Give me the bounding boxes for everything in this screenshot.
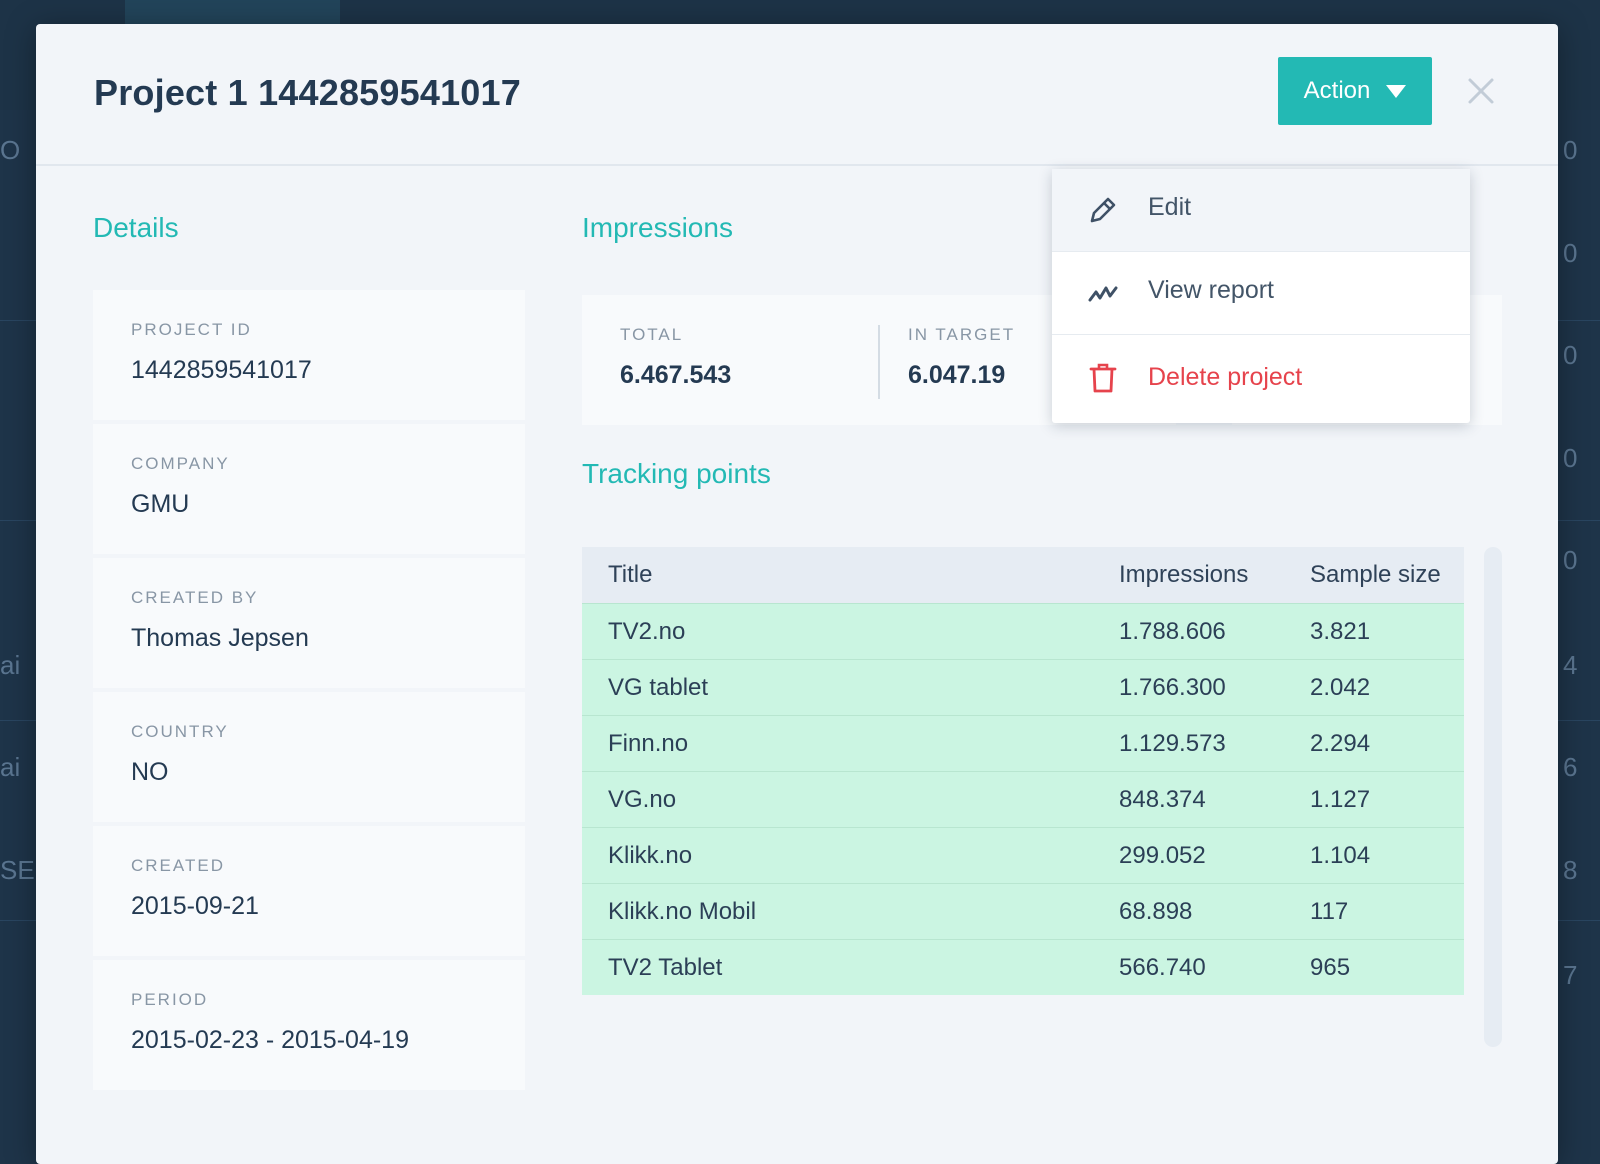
- cell-sample-size: 117: [1284, 883, 1464, 940]
- background-edge-text: 7: [1563, 960, 1578, 990]
- cell-impressions: 299.052: [1093, 827, 1284, 884]
- detail-card-country: COUNTRY NO: [93, 692, 525, 822]
- detail-label: CREATED: [131, 856, 225, 875]
- column-header-sample-size[interactable]: Sample size: [1284, 547, 1464, 604]
- pencil-icon: [1090, 197, 1116, 223]
- detail-card-company: COMPANY GMU: [93, 424, 525, 554]
- column-header-title[interactable]: Title: [582, 547, 1093, 604]
- in-target-value: 6.047.19: [908, 361, 1006, 389]
- caret-down-icon: [1386, 84, 1407, 98]
- detail-label: CREATED BY: [131, 588, 259, 607]
- cell-title: Klikk.no: [582, 827, 1093, 884]
- column-header-impressions[interactable]: Impressions: [1093, 547, 1284, 604]
- detail-card-project-id: PROJECT ID 1442859541017: [93, 290, 525, 420]
- close-button[interactable]: [1464, 74, 1498, 108]
- cell-sample-size: 2.042: [1284, 659, 1464, 716]
- detail-value: NO: [131, 758, 169, 786]
- table-header-row: Title Impressions Sample size: [582, 547, 1464, 604]
- background-active-tab: [125, 0, 340, 28]
- trash-icon: [1089, 363, 1117, 393]
- project-modal: Project 1 1442859541017 Action Details P…: [36, 24, 1558, 1164]
- cell-impressions: 1.788.606: [1093, 603, 1284, 660]
- background-edge-text: O: [0, 135, 21, 165]
- table-row[interactable]: VG tablet 1.766.300 2.042: [582, 659, 1464, 716]
- detail-label: COMPANY: [131, 454, 230, 473]
- background-edge-text: 0: [1563, 340, 1578, 370]
- action-dropdown-menu: Edit View report Delete project: [1052, 169, 1470, 423]
- cell-impressions: 1.129.573: [1093, 715, 1284, 772]
- cell-title: Klikk.no Mobil: [582, 883, 1093, 940]
- table-row[interactable]: Klikk.no 299.052 1.104: [582, 827, 1464, 884]
- menu-item-view-report[interactable]: View report: [1052, 252, 1470, 334]
- table-scrollbar[interactable]: [1484, 547, 1502, 1047]
- cell-impressions: 68.898: [1093, 883, 1284, 940]
- total-label: TOTAL: [620, 325, 684, 344]
- background-edge-text: SE: [0, 855, 35, 885]
- cell-impressions: 848.374: [1093, 771, 1284, 828]
- detail-label: PROJECT ID: [131, 320, 252, 339]
- close-icon: [1468, 78, 1494, 104]
- background-edge-text: 0: [1563, 135, 1578, 165]
- menu-item-delete-project[interactable]: Delete project: [1052, 335, 1470, 423]
- tracking-points-table: Title Impressions Sample size TV2.no 1.7…: [582, 547, 1464, 995]
- menu-item-label: View report: [1148, 276, 1274, 304]
- background-edge-text: 0: [1563, 545, 1578, 575]
- table-row[interactable]: TV2.no 1.788.606 3.821: [582, 603, 1464, 660]
- table-row[interactable]: VG.no 848.374 1.127: [582, 771, 1464, 828]
- background-edge-text: 6: [1563, 752, 1578, 782]
- cell-title: TV2 Tablet: [582, 939, 1093, 995]
- cell-title: VG.no: [582, 771, 1093, 828]
- table-row[interactable]: Klikk.no Mobil 68.898 117: [582, 883, 1464, 940]
- cell-title: VG tablet: [582, 659, 1093, 716]
- action-button-label: Action: [1303, 77, 1371, 104]
- table-row[interactable]: TV2 Tablet 566.740 965: [582, 939, 1464, 995]
- cell-sample-size: 2.294: [1284, 715, 1464, 772]
- impressions-heading: Impressions: [582, 212, 733, 243]
- trend-line-icon: [1088, 286, 1118, 302]
- menu-divider: [1052, 334, 1470, 335]
- menu-item-label: Delete project: [1148, 363, 1303, 391]
- tracking-points-table-wrap: Title Impressions Sample size TV2.no 1.7…: [582, 547, 1464, 995]
- detail-value: Thomas Jepsen: [131, 624, 309, 652]
- stat-divider: [878, 325, 880, 399]
- total-value: 6.467.543: [620, 361, 732, 389]
- cell-title: TV2.no: [582, 603, 1093, 660]
- modal-header: Project 1 1442859541017 Action: [36, 24, 1558, 166]
- tracking-points-heading: Tracking points: [582, 458, 771, 489]
- background-edge-text: 8: [1563, 855, 1578, 885]
- modal-title: Project 1 1442859541017: [94, 72, 521, 113]
- cell-sample-size: 1.127: [1284, 771, 1464, 828]
- table-row[interactable]: Finn.no 1.129.573 2.294: [582, 715, 1464, 772]
- detail-label: PERIOD: [131, 990, 209, 1009]
- detail-card-created-by: CREATED BY Thomas Jepsen: [93, 558, 525, 688]
- background-edge-text: 0: [1563, 238, 1578, 268]
- background-edge-text: 0: [1563, 443, 1578, 473]
- detail-card-created: CREATED 2015-09-21: [93, 826, 525, 956]
- background-edge-text: 4: [1563, 650, 1578, 680]
- cell-impressions: 1.766.300: [1093, 659, 1284, 716]
- menu-item-edit[interactable]: Edit: [1052, 169, 1470, 251]
- action-dropdown-button[interactable]: Action: [1278, 57, 1432, 125]
- detail-card-period: PERIOD 2015-02-23 - 2015-04-19: [93, 960, 525, 1090]
- cell-sample-size: 1.104: [1284, 827, 1464, 884]
- in-target-label: IN TARGET: [908, 325, 1016, 344]
- detail-value: 1442859541017: [131, 356, 312, 384]
- cell-impressions: 566.740: [1093, 939, 1284, 995]
- background-edge-text: ai: [0, 650, 21, 680]
- details-heading: Details: [93, 212, 179, 243]
- detail-value: GMU: [131, 490, 190, 518]
- detail-label: COUNTRY: [131, 722, 229, 741]
- cell-title: Finn.no: [582, 715, 1093, 772]
- menu-divider: [1052, 251, 1470, 252]
- background-edge-text: ai: [0, 752, 21, 782]
- cell-sample-size: 965: [1284, 939, 1464, 995]
- menu-item-label: Edit: [1148, 193, 1192, 221]
- detail-value: 2015-02-23 - 2015-04-19: [131, 1026, 409, 1054]
- detail-value: 2015-09-21: [131, 892, 259, 920]
- cell-sample-size: 3.821: [1284, 603, 1464, 660]
